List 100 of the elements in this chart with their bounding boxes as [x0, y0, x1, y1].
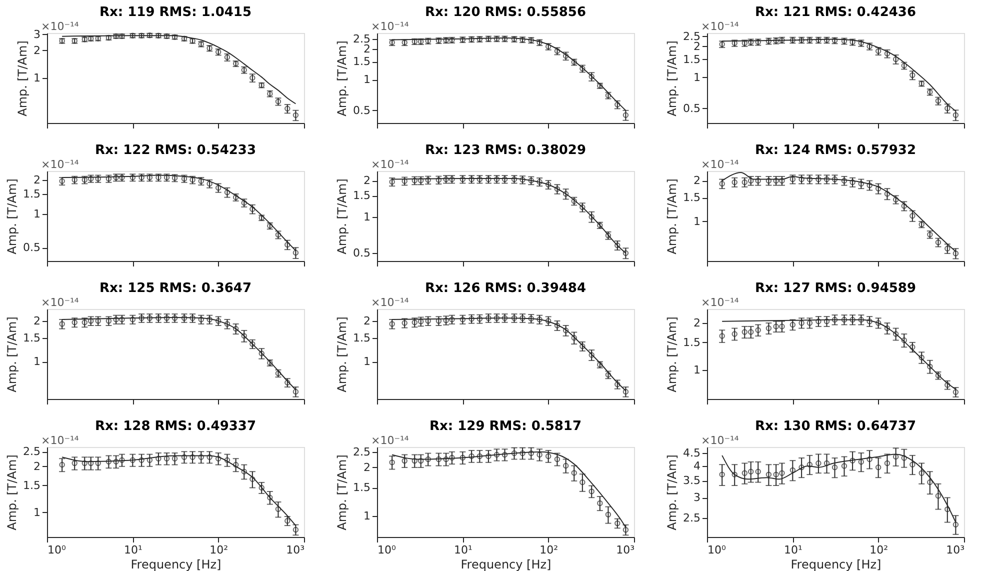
point [614, 102, 620, 108]
point [562, 53, 569, 59]
point [536, 179, 542, 185]
point [215, 456, 222, 462]
y-axis-title: Amp. [T/Am] [16, 40, 30, 116]
point [875, 186, 882, 192]
point [806, 462, 813, 468]
point [494, 315, 500, 321]
point [580, 479, 586, 486]
y-axis-title: Amp. [T/Am] [335, 178, 350, 254]
point [798, 320, 804, 326]
point [545, 318, 552, 324]
point [952, 389, 959, 395]
point [224, 321, 230, 327]
point [224, 457, 230, 463]
x-tick-label: 10¹ [454, 544, 472, 556]
point [418, 178, 424, 184]
point [198, 454, 204, 460]
point [824, 318, 830, 324]
y-tick-label: 2 [694, 174, 700, 188]
x-tick-label: 10² [540, 544, 558, 556]
point [901, 455, 907, 461]
y-tick-label: 0.5 [353, 104, 370, 117]
point [773, 324, 779, 330]
point [113, 316, 119, 322]
y-axis-title: Amp. [T/Am] [335, 40, 350, 116]
point [866, 456, 872, 462]
point [206, 316, 212, 322]
y-tick-label: 2 [694, 316, 700, 330]
point [580, 343, 586, 350]
point [250, 75, 256, 81]
y-axis-title: Amp. [T/Am] [5, 454, 20, 530]
point [562, 328, 569, 334]
point [520, 450, 526, 456]
point [748, 468, 754, 474]
x-tick-label: 10¹ [784, 544, 802, 556]
chart-title: Rx: 121 RMS: 0.42436 [754, 5, 916, 20]
point [614, 520, 620, 526]
point [138, 315, 144, 321]
chart-title: Rx: 124 RMS: 0.57932 [754, 143, 916, 158]
y-tick-label: 0.5 [353, 246, 370, 260]
y-tick-label: 1 [364, 73, 370, 86]
point [468, 316, 474, 322]
y-tick-label: 0.5 [23, 241, 40, 254]
point [181, 315, 188, 321]
text: ×10⁻¹⁴ [701, 296, 740, 309]
point [460, 316, 466, 322]
point [284, 518, 290, 524]
point [622, 112, 629, 118]
point [816, 318, 822, 324]
point [292, 526, 299, 533]
point [215, 318, 222, 324]
chart-title: Rx: 122 RMS: 0.54233 [94, 143, 256, 158]
point [250, 476, 256, 482]
y-tick-label: 2 [364, 314, 370, 328]
point [824, 176, 830, 182]
text: ×10⁻¹⁴ [41, 296, 80, 309]
point [258, 350, 264, 356]
point [502, 452, 508, 458]
y-tick-label: 1 [364, 509, 370, 522]
point [528, 450, 534, 456]
point [622, 526, 629, 533]
point [224, 190, 230, 196]
point [588, 352, 594, 358]
point [841, 316, 848, 323]
point [798, 464, 804, 470]
point [468, 453, 474, 460]
point [232, 462, 239, 468]
point [284, 242, 290, 248]
point [164, 315, 170, 321]
y-tick-label: 1 [364, 355, 370, 368]
point [806, 320, 813, 326]
point [241, 468, 247, 474]
point [250, 341, 256, 347]
point [866, 318, 872, 324]
point [884, 190, 890, 197]
point [156, 456, 162, 462]
point [292, 112, 299, 118]
point [588, 488, 594, 494]
point [275, 506, 282, 512]
point [816, 460, 822, 466]
point [755, 468, 761, 474]
y-tick-label: 1.5 [683, 52, 700, 66]
point [875, 320, 882, 326]
point [172, 456, 178, 462]
point [790, 467, 796, 474]
chart-title: Rx: 129 RMS: 0.5817 [430, 419, 582, 434]
point [935, 493, 942, 499]
point [892, 56, 899, 62]
point [614, 242, 620, 248]
point [858, 459, 864, 465]
point [545, 182, 552, 188]
y-axis-title: Amp. [T/Am] [5, 178, 20, 254]
y-axis-title: Amp. [T/Am] [665, 40, 680, 116]
point [755, 178, 761, 184]
point [571, 470, 577, 476]
point [927, 364, 933, 370]
y-tick-label: 2 [34, 460, 40, 473]
chart-title: Rx: 125 RMS: 0.3647 [100, 281, 252, 296]
point [952, 250, 959, 256]
